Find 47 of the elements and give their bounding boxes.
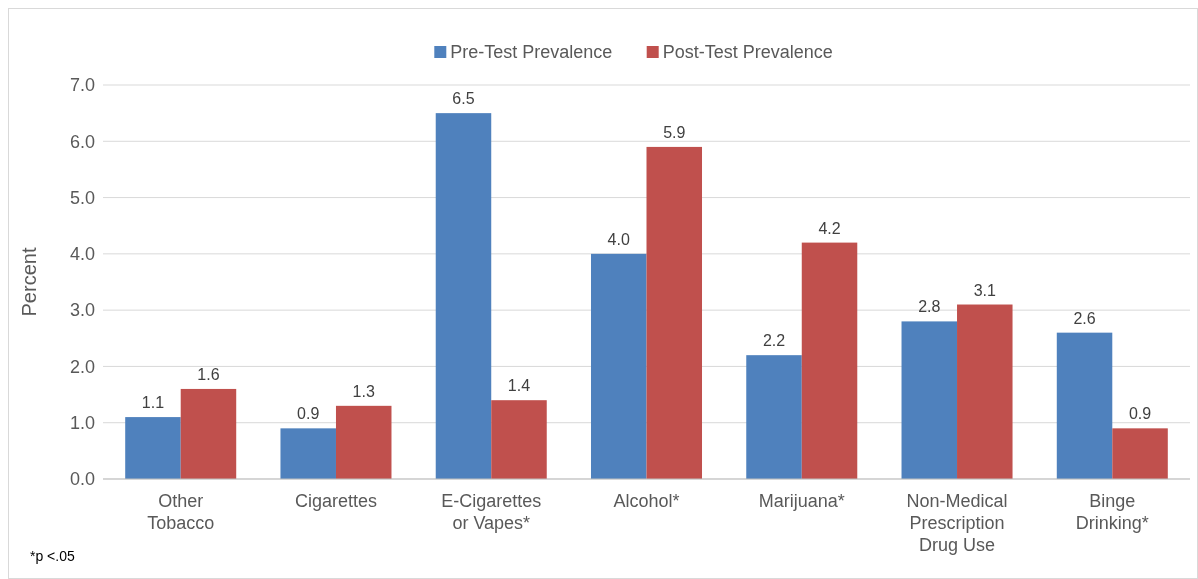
data-label: 5.9	[663, 123, 686, 141]
bar	[801, 242, 858, 479]
y-tick-label: 1.0	[69, 413, 95, 434]
data-label: 1.3	[352, 382, 375, 400]
data-label: 0.9	[1128, 405, 1152, 423]
bar	[746, 355, 802, 479]
x-tick-label: Binge Drinking*	[1075, 491, 1149, 533]
y-tick-label: 6.0	[69, 131, 95, 152]
data-label: 1.4	[507, 377, 531, 395]
bar	[180, 388, 237, 479]
x-tick-label: E-Cigarettes or Vapes*	[441, 491, 542, 533]
bar	[957, 304, 1013, 479]
data-label: 1.6	[197, 365, 220, 383]
x-tick-label: Non-Medical Prescription Drug Use	[906, 491, 1008, 555]
y-tick-label: 0.0	[69, 469, 95, 490]
data-label: 4.2	[818, 219, 841, 237]
data-label: 2.2	[762, 332, 786, 350]
data-label: 2.8	[918, 298, 941, 316]
data-label: 0.9	[297, 405, 320, 423]
data-label: 4.0	[607, 230, 630, 248]
bar	[335, 405, 392, 479]
bar	[1112, 428, 1168, 479]
data-label: 3.1	[973, 281, 996, 299]
data-label: 6.5	[452, 90, 475, 108]
bar	[491, 400, 547, 479]
legend-label: Post-Test Prevalence	[662, 42, 833, 63]
bar	[590, 253, 647, 479]
bar	[901, 321, 958, 479]
y-tick-label: 5.0	[69, 187, 95, 208]
y-tick-label: 3.0	[69, 300, 95, 321]
text: *p <.05	[30, 548, 75, 564]
y-tick-label: 7.0	[69, 75, 95, 96]
y-tick-label: 4.0	[69, 244, 95, 265]
legend-label: Pre-Test Prevalence	[450, 42, 613, 63]
bar	[1056, 332, 1113, 479]
bar	[435, 113, 492, 479]
y-axis-title: Percent	[18, 247, 40, 317]
bar	[646, 146, 703, 479]
x-tick-label: Cigarettes	[294, 491, 377, 511]
bar	[280, 428, 336, 479]
x-tick-label: Alcohol*	[613, 491, 680, 511]
x-tick-label: Marijuana*	[758, 491, 845, 511]
bar	[125, 417, 181, 479]
x-tick-label: Other Tobacco	[147, 491, 215, 533]
data-label: 1.1	[141, 394, 165, 412]
data-label: 2.6	[1073, 309, 1096, 327]
y-tick-label: 2.0	[69, 356, 95, 377]
